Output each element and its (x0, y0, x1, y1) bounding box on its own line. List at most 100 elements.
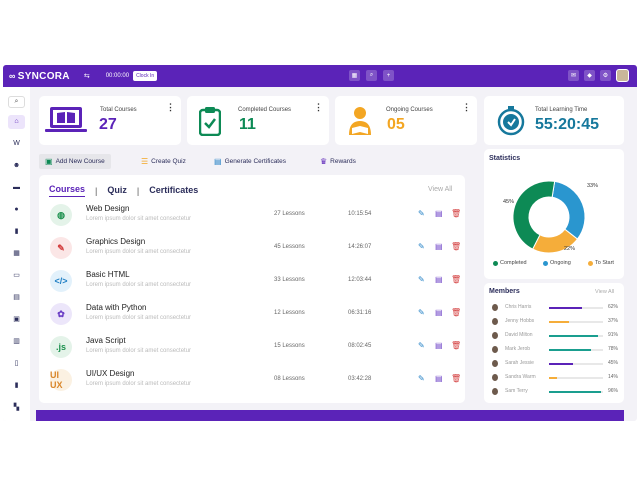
home-icon[interactable]: ⌂ (8, 115, 25, 129)
file-icon[interactable]: ▮ (14, 382, 19, 389)
grid-icon[interactable]: ▦ (349, 70, 360, 81)
view-icon[interactable]: ▤ (435, 275, 443, 284)
course-title[interactable]: Graphics Design (86, 237, 146, 246)
topbar-center-tools: ▦ ⌕ + (349, 70, 394, 81)
edit-icon[interactable]: ✎ (418, 242, 425, 251)
chart-icon[interactable]: ▥ (13, 338, 20, 345)
members-card (484, 283, 624, 403)
course-row[interactable]: ✿ Data with Python Lorem ipsum dolor sit… (48, 300, 464, 333)
stat-label: Completed Courses (238, 107, 292, 113)
menu-toggle-icon[interactable]: ⇆ (83, 73, 90, 80)
donut-label-ongoing: 33% (587, 183, 599, 189)
delete-icon[interactable]: 🗑 (451, 308, 462, 317)
course-title[interactable]: Java Script (86, 336, 126, 345)
members-view-all-link[interactable]: View All (595, 289, 615, 295)
legend-dot (493, 260, 498, 266)
settings-icon[interactable]: ⚙ (600, 70, 611, 81)
course-title[interactable]: Data with Python (86, 303, 147, 312)
edit-icon[interactable]: ✎ (418, 308, 425, 317)
course-row[interactable]: ◍ Web Design Lorem ipsum dolor sit amet … (48, 201, 464, 234)
member-progress-track (549, 349, 603, 351)
clipboard-icon[interactable]: ▮ (14, 228, 19, 235)
member-row[interactable]: Mark Jerob 78% (490, 344, 620, 356)
tab-certificates[interactable]: Certificates (149, 184, 199, 195)
edit-icon[interactable]: ✎ (418, 275, 425, 284)
member-row[interactable]: Jenny Hobbs 37% (490, 316, 620, 328)
course-row[interactable]: .js Java Script Lorem ipsum dolor sit am… (48, 333, 464, 366)
delete-icon[interactable]: 🗑 (451, 374, 462, 383)
more-icon[interactable]: ⋮ (314, 102, 323, 112)
member-percent: 62% (607, 304, 618, 310)
member-progress-fill (549, 321, 569, 323)
member-row[interactable]: Sam Terry 96% (490, 386, 620, 398)
tab-courses[interactable]: Courses (49, 184, 86, 197)
course-description: Lorem ipsum dolor sit amet consectetur (86, 381, 192, 387)
course-title[interactable]: UI/UX Design (86, 369, 135, 378)
legend-dot (588, 260, 593, 266)
folder-icon[interactable]: ▬ (13, 184, 20, 191)
clock-in-button[interactable]: Clock In (133, 71, 158, 81)
brand-logo[interactable]: ∞ SYNCORA (9, 71, 70, 82)
add-new-course-label: Add New Course (55, 158, 105, 165)
member-row[interactable]: Chris Harris 62% (490, 302, 620, 314)
view-icon[interactable]: ▤ (435, 209, 443, 218)
search-icon[interactable]: ⌕ (366, 70, 377, 81)
delete-icon[interactable]: 🗑 (451, 242, 462, 251)
add-new-course-button[interactable]: ▣ Add New Course (39, 154, 111, 169)
create-quiz-button[interactable]: ☰ Create Quiz (141, 154, 186, 169)
member-row[interactable]: David Milton 91% (490, 330, 620, 342)
generate-certificates-button[interactable]: ▤ Generate Certificates (214, 154, 286, 169)
member-row[interactable]: Sandra Warm 14% (490, 372, 620, 384)
course-title[interactable]: Basic HTML (86, 270, 130, 279)
donut-slice-ongoing (551, 180, 586, 240)
people-icon[interactable]: ☻ (12, 162, 21, 169)
courses-view-all-link[interactable]: View All (428, 186, 453, 193)
plus-icon[interactable]: + (383, 70, 394, 81)
member-progress-fill (549, 391, 601, 393)
book-icon[interactable]: ▚ (13, 404, 20, 411)
stat-value: 11 (239, 116, 256, 133)
course-row[interactable]: </> Basic HTML Lorem ipsum dolor sit ame… (48, 267, 464, 300)
course-row[interactable]: UI UX UI/UX Design Lorem ipsum dolor sit… (48, 366, 464, 399)
doc-icon[interactable]: ▯ (14, 360, 19, 367)
course-duration: 08:02:45 (348, 343, 372, 349)
delete-icon[interactable]: 🗑 (451, 209, 462, 218)
stat-card-total-learning-time: Total Learning Time 55:20:45 (484, 96, 624, 145)
top-bar: ∞ SYNCORA ⇆ 00:00:00 Clock In ▦ ⌕ + ✉ ◆ … (3, 65, 637, 87)
bell-icon[interactable]: ◆ (584, 70, 595, 81)
edit-icon[interactable]: ✎ (418, 209, 425, 218)
card-icon[interactable]: ▭ (13, 272, 20, 279)
clipboard-check-icon (198, 106, 222, 141)
delete-icon[interactable]: 🗑 (451, 341, 462, 350)
course-row[interactable]: ✎ Graphics Design Lorem ipsum dolor sit … (48, 234, 464, 267)
view-icon[interactable]: ▤ (435, 341, 443, 350)
edit-icon[interactable]: ✎ (418, 374, 425, 383)
course-icon: .js (50, 336, 72, 358)
calendar-icon[interactable]: ▦ (13, 250, 20, 257)
certificate-icon: ▤ (214, 157, 222, 166)
course-description: Lorem ipsum dolor sit amet consectetur (86, 282, 192, 288)
course-title[interactable]: Web Design (86, 204, 130, 213)
more-icon[interactable]: ⋮ (462, 102, 471, 112)
member-progress-track (549, 377, 603, 379)
image-icon[interactable]: ▣ (13, 316, 20, 323)
w-icon[interactable]: W (13, 140, 20, 147)
view-icon[interactable]: ▤ (435, 374, 443, 383)
rewards-icon: ♛ (320, 157, 328, 166)
rewards-button[interactable]: ♛ Rewards (320, 154, 356, 169)
mail-icon[interactable]: ✉ (568, 70, 579, 81)
chat-icon[interactable]: ● (14, 206, 19, 213)
table-icon[interactable]: ▤ (13, 294, 20, 301)
member-progress-track (549, 335, 603, 337)
user-avatar[interactable] (616, 69, 629, 82)
more-icon[interactable]: ⋮ (166, 102, 175, 112)
view-icon[interactable]: ▤ (435, 308, 443, 317)
sidebar-search-icon[interactable]: ⌕ (8, 96, 25, 108)
edit-icon[interactable]: ✎ (418, 341, 425, 350)
course-icon: ✎ (50, 237, 72, 259)
delete-icon[interactable]: 🗑 (451, 275, 462, 284)
course-icon: UI UX (50, 369, 72, 391)
tab-quiz[interactable]: Quiz (107, 184, 127, 195)
view-icon[interactable]: ▤ (435, 242, 443, 251)
member-row[interactable]: Sarah Jessie 45% (490, 358, 620, 370)
